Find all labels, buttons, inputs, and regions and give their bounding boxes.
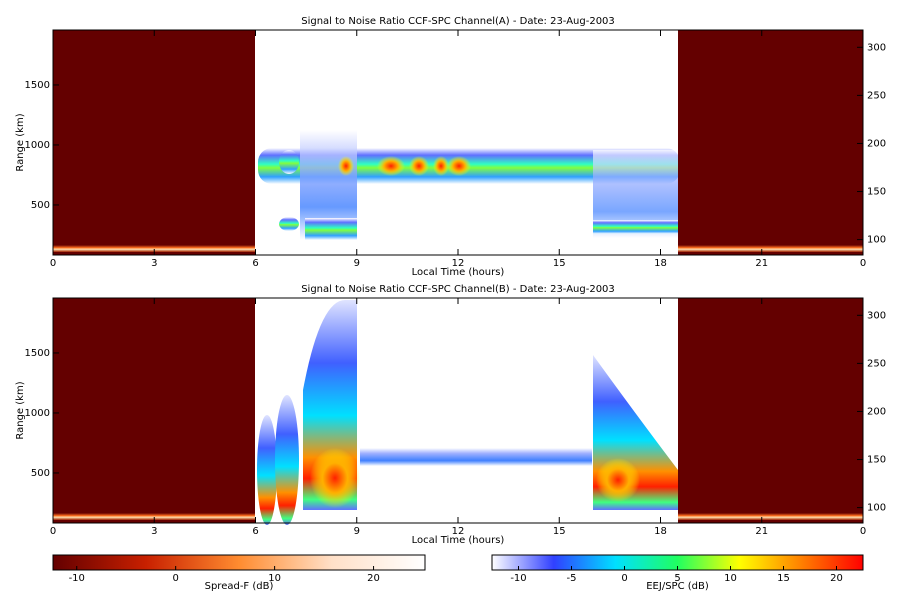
y-tick-label: 1000 bbox=[25, 140, 50, 151]
y2-tick-label: 150 bbox=[867, 455, 886, 466]
echo bbox=[305, 218, 357, 240]
colorbar-tick-label: 20 bbox=[830, 573, 843, 584]
plume bbox=[257, 415, 277, 525]
x-tick-label: 0 bbox=[860, 526, 866, 537]
hot-spot bbox=[433, 156, 449, 176]
x-tick-label: 18 bbox=[654, 526, 667, 537]
y-tick-label: 500 bbox=[31, 468, 50, 479]
colorbar-tick-label: 15 bbox=[777, 573, 790, 584]
ground-stripe bbox=[53, 245, 255, 252]
x-tick-label: 0 bbox=[50, 258, 56, 269]
colorbar-tick-label: 0 bbox=[172, 573, 178, 584]
x-tick-label: 9 bbox=[354, 526, 360, 537]
y2-tick-label: 250 bbox=[867, 358, 886, 369]
y-tick-label: 1500 bbox=[25, 348, 50, 359]
colorbar: -10 -5 0 5 10 15 20 EEJ/SPC (dB) bbox=[491, 554, 864, 592]
y-axis-label: Range (km) bbox=[15, 381, 26, 439]
y2-tick-label: 200 bbox=[867, 138, 886, 149]
x-tick-label: 9 bbox=[354, 258, 360, 269]
colorbar-tick-label: 10 bbox=[268, 573, 281, 584]
colorbar-tick-label: 0 bbox=[621, 573, 627, 584]
panel: Signal to Noise Ratio CCF-SPC Channel(A)… bbox=[15, 16, 886, 278]
night-region bbox=[678, 298, 863, 523]
colorbar-ramp bbox=[52, 554, 426, 571]
x-tick-label: 18 bbox=[654, 258, 667, 269]
x-tick-label: 6 bbox=[252, 258, 258, 269]
colorbar-tick-label: -10 bbox=[69, 573, 85, 584]
y2-tick-label: 300 bbox=[867, 310, 886, 321]
echo bbox=[593, 220, 678, 234]
echo bbox=[279, 150, 299, 174]
hot-spot bbox=[596, 458, 640, 502]
x-tick-label: 0 bbox=[50, 526, 56, 537]
x-tick-label: 21 bbox=[755, 258, 768, 269]
y2-tick-label: 300 bbox=[867, 42, 886, 53]
hot-spot bbox=[377, 156, 405, 176]
x-axis-label: Local Time (hours) bbox=[412, 535, 505, 546]
ground-stripe bbox=[678, 513, 863, 520]
colorbar-tick-label: 10 bbox=[724, 573, 737, 584]
x-tick-label: 12 bbox=[452, 258, 465, 269]
colorbar-label: EEJ/SPC (dB) bbox=[646, 581, 709, 592]
x-tick-label: 3 bbox=[151, 526, 157, 537]
x-tick-label: 21 bbox=[755, 526, 768, 537]
colorbar: -10 0 10 20 Spread-F (dB) bbox=[52, 554, 426, 592]
x-tick-label: 0 bbox=[860, 258, 866, 269]
colorbar-tick-label: -10 bbox=[510, 573, 526, 584]
hot-spot bbox=[447, 156, 471, 176]
ground-stripe bbox=[678, 245, 863, 252]
y-axis-label: Range (km) bbox=[15, 113, 26, 171]
hot-spot bbox=[338, 156, 354, 176]
panel-title: Signal to Noise Ratio CCF-SPC Channel(B)… bbox=[301, 284, 615, 295]
y2-tick-label: 250 bbox=[867, 90, 886, 101]
y-tick-label: 500 bbox=[31, 200, 50, 211]
echo bbox=[279, 217, 299, 231]
heatmap bbox=[53, 298, 863, 525]
plume bbox=[275, 395, 299, 525]
x-tick-label: 15 bbox=[553, 526, 566, 537]
content: Signal to Noise Ratio CCF-SPC Channel(A)… bbox=[15, 16, 886, 592]
echo bbox=[360, 448, 592, 466]
y2-tick-label: 200 bbox=[867, 406, 886, 417]
colorbar-label: Spread-F (dB) bbox=[205, 581, 274, 592]
x-tick-label: 12 bbox=[452, 526, 465, 537]
night-region bbox=[53, 30, 255, 255]
x-tick-label: 6 bbox=[252, 526, 258, 537]
night-region bbox=[53, 298, 255, 523]
y-tick-label: 1000 bbox=[25, 408, 50, 419]
ground-stripe bbox=[53, 513, 255, 520]
colorbar-tick-label: 20 bbox=[367, 573, 380, 584]
hot-spot bbox=[409, 156, 429, 176]
night-region bbox=[678, 30, 863, 255]
x-tick-label: 3 bbox=[151, 258, 157, 269]
y-tick-label: 1500 bbox=[25, 80, 50, 91]
colorbar-tick-label: 5 bbox=[674, 573, 680, 584]
panel: Signal to Noise Ratio CCF-SPC Channel(B)… bbox=[15, 284, 886, 546]
heatmap bbox=[53, 30, 863, 255]
y2-tick-label: 100 bbox=[867, 235, 886, 246]
colorbar-tick-label: -5 bbox=[567, 573, 577, 584]
x-tick-label: 15 bbox=[553, 258, 566, 269]
y2-tick-label: 100 bbox=[867, 503, 886, 514]
panel-title: Signal to Noise Ratio CCF-SPC Channel(A)… bbox=[301, 16, 615, 27]
x-axis-label: Local Time (hours) bbox=[412, 267, 505, 278]
y2-tick-label: 150 bbox=[867, 187, 886, 198]
hot-spot bbox=[310, 448, 360, 508]
